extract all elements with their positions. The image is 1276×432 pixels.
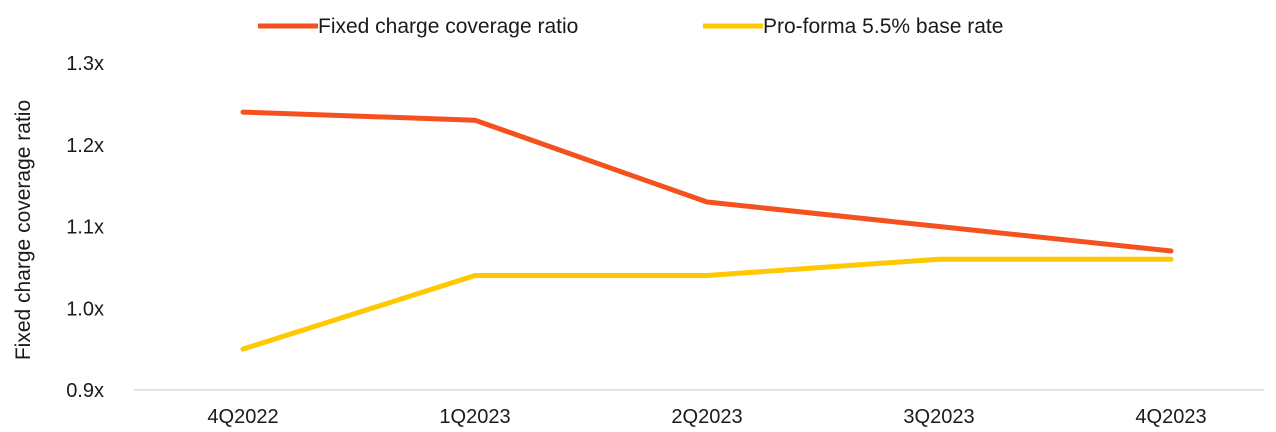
- legend-item-series-1: Fixed charge coverage ratio: [258, 15, 578, 38]
- x-tick-label: 4Q2023: [1135, 406, 1206, 428]
- series-line-fixed-charge-coverage-ratio: [240, 109, 1174, 254]
- y-tick-label: 1.0x: [66, 298, 104, 320]
- y-tick-label: 1.2x: [66, 135, 104, 157]
- legend-item-series-2: Pro-forma 5.5% base rate: [703, 15, 1003, 38]
- x-tick-label: 1Q2023: [439, 406, 510, 428]
- x-tick-label: 2Q2023: [671, 406, 742, 428]
- y-axis-ticks: 0.9x 1.0x 1.1x 1.2x 1.3x: [66, 53, 104, 402]
- legend-label-series-1: Fixed charge coverage ratio: [318, 15, 578, 38]
- y-tick-label: 1.3x: [66, 53, 104, 75]
- y-axis-title: Fixed charge coverage ratio: [12, 100, 35, 360]
- legend-label-series-2: Pro-forma 5.5% base rate: [763, 15, 1003, 38]
- x-tick-label: 4Q2022: [207, 406, 278, 428]
- series-line-pro-forma-5-5-base-rate: [240, 256, 1174, 352]
- y-tick-label: 1.1x: [66, 217, 104, 239]
- chart-legend: Fixed charge coverage ratio Pro-forma 5.…: [258, 15, 1003, 38]
- series-layer: [240, 109, 1174, 352]
- x-tick-label: 3Q2023: [903, 406, 974, 428]
- x-axis-ticks: 4Q2022 1Q2023 2Q2023 3Q2023 4Q2023: [207, 406, 1206, 428]
- y-tick-label: 0.9x: [66, 380, 104, 402]
